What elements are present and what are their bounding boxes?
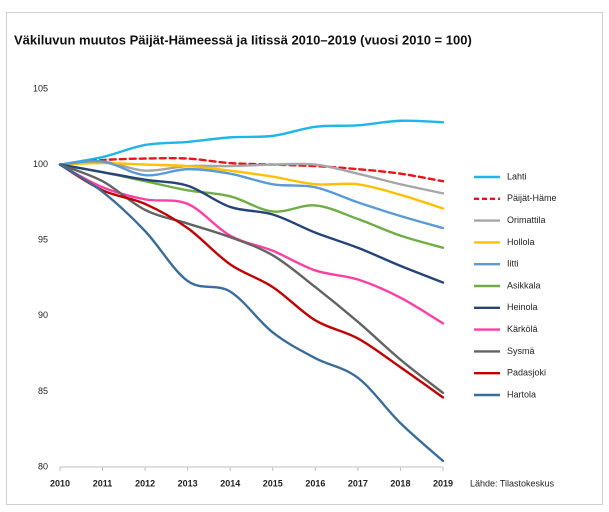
source-note: Lähde: Tilastokeskus: [470, 478, 555, 488]
x-tick-label: 2016: [305, 478, 325, 488]
series-line: [58, 156, 445, 183]
x-tick-label: 2017: [348, 478, 368, 488]
x-tick-label: 2012: [135, 478, 155, 488]
legend-label: Iitti: [507, 259, 519, 269]
frame: [6, 12, 603, 505]
x-tick-label: 2015: [263, 478, 283, 488]
y-tick-label: 85: [38, 386, 48, 396]
x-tick-label: 2013: [178, 478, 198, 488]
legend-label: Hartola: [507, 389, 536, 399]
y-tick-label: 90: [38, 310, 48, 320]
series-line: [58, 163, 445, 399]
x-tick-label: 2011: [93, 478, 113, 488]
series-line: [58, 163, 445, 463]
series-line: [58, 160, 445, 195]
series-line: [58, 163, 445, 284]
y-tick-label: 105: [33, 83, 48, 93]
series-line: [58, 159, 445, 230]
y-tick-label: 100: [33, 159, 48, 169]
legend-label: Sysmä: [507, 346, 535, 356]
series-line: [58, 119, 445, 166]
chart-title: Väkiluvun muutos Päijät-Hämeessä ja Iiti…: [14, 32, 472, 47]
legend-label: Kärkölä: [507, 324, 538, 334]
series-line: [58, 163, 445, 395]
x-tick-label: 2018: [390, 478, 410, 488]
x-tick-label: 2014: [220, 478, 240, 488]
x-tick-label: 2010: [50, 478, 70, 488]
y-tick-label: 80: [38, 461, 48, 471]
y-tick-label: 95: [38, 235, 48, 245]
legend-label: Päijät-Häme: [507, 193, 557, 203]
legend-label: Lahti: [507, 171, 527, 181]
legend-label: Padasjoki: [507, 368, 546, 378]
legend-label: Heinola: [507, 302, 538, 312]
legend-label: Asikkala: [507, 280, 541, 290]
legend-label: Orimattila: [507, 215, 546, 225]
series-line: [58, 161, 445, 210]
legend-label: Hollola: [507, 237, 535, 247]
x-tick-label: 2019: [433, 478, 453, 488]
